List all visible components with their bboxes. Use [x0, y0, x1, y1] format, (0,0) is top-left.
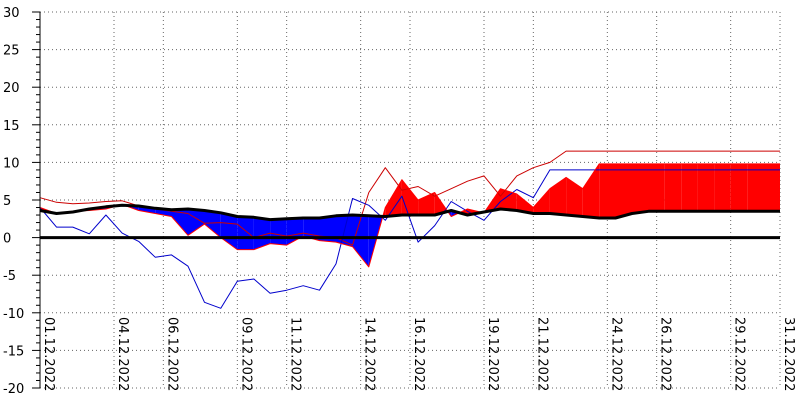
cold-anomaly-area	[319, 215, 336, 243]
x-tick-label: 16.12.2022	[411, 317, 426, 391]
y-tick-label: -10	[3, 307, 24, 322]
x-tick-label: 24.12.2022	[608, 317, 623, 391]
warm-anomaly-area	[516, 194, 534, 214]
x-tick-label: 09.12.2022	[238, 317, 253, 391]
warm-anomaly-area	[418, 192, 435, 215]
y-tick-label: -15	[3, 344, 24, 359]
y-tick-label: 20	[3, 81, 20, 96]
x-tick-label: 14.12.2022	[362, 317, 377, 391]
warm-anomaly-area	[385, 179, 402, 217]
y-tick-label: 25	[3, 44, 20, 59]
cold-anomaly-area	[253, 217, 271, 250]
normal-series-line	[39, 203, 780, 222]
cold-anomaly-area	[270, 218, 287, 246]
mean-series-line	[39, 163, 780, 268]
x-tick-label: 04.12.2022	[115, 317, 130, 391]
y-tick-label: 10	[3, 156, 20, 171]
warm-anomaly-area	[549, 177, 567, 215]
y-tick-label: -20	[3, 382, 24, 397]
warm-anomaly-area	[615, 163, 632, 218]
x-tick-label: 26.12.2022	[658, 317, 673, 391]
x-tick-label: 11.12.2022	[288, 317, 303, 391]
warm-anomaly-area	[747, 163, 764, 212]
warm-anomaly-area	[599, 163, 616, 218]
y-tick-label: 0	[3, 232, 11, 247]
chart-axes	[32, 11, 41, 389]
series-lines	[39, 150, 780, 309]
warm-anomaly-area	[697, 163, 715, 212]
warm-anomaly-area	[664, 163, 682, 212]
x-tick-label: 31.12.2022	[781, 317, 796, 391]
warm-anomaly-area	[434, 192, 448, 215]
y-tick-label: -5	[3, 269, 16, 284]
warm-anomaly-area	[533, 188, 550, 214]
y-tick-label: 5	[3, 194, 11, 209]
x-tick-label: 21.12.2022	[534, 317, 549, 391]
warm-anomaly-area	[632, 163, 649, 214]
warm-anomaly-area	[730, 163, 748, 212]
warm-anomaly-area	[648, 163, 665, 212]
x-tick-label: 06.12.2022	[164, 317, 179, 391]
x-tick-label: 19.12.2022	[485, 317, 500, 391]
cold-anomaly-area	[204, 210, 221, 238]
y-tick-label: 30	[3, 6, 20, 21]
warm-anomaly-area	[681, 163, 698, 212]
x-tick-label: 01.12.2022	[41, 317, 56, 391]
warm-anomaly-area	[566, 177, 583, 217]
warm-anomaly-area	[763, 163, 780, 212]
min-series-line	[39, 169, 780, 309]
x-tick-labels: 01.12.2022 04.12.2022 06.12.2022 09.12.2022…	[41, 317, 796, 391]
cold-anomaly-area	[171, 209, 188, 236]
y-tick-labels: 30 25 20 15 10 5 0 -5 -10 -15 -20	[3, 6, 24, 397]
cold-anomaly-area	[352, 215, 369, 267]
warm-anomaly-area	[582, 163, 600, 218]
x-tick-label: 29.12.2022	[732, 317, 747, 391]
warm-anomaly-area	[714, 163, 731, 212]
y-tick-label: 15	[3, 119, 20, 134]
warm-anomaly-area	[500, 188, 517, 211]
cold-anomaly-area	[237, 216, 254, 250]
